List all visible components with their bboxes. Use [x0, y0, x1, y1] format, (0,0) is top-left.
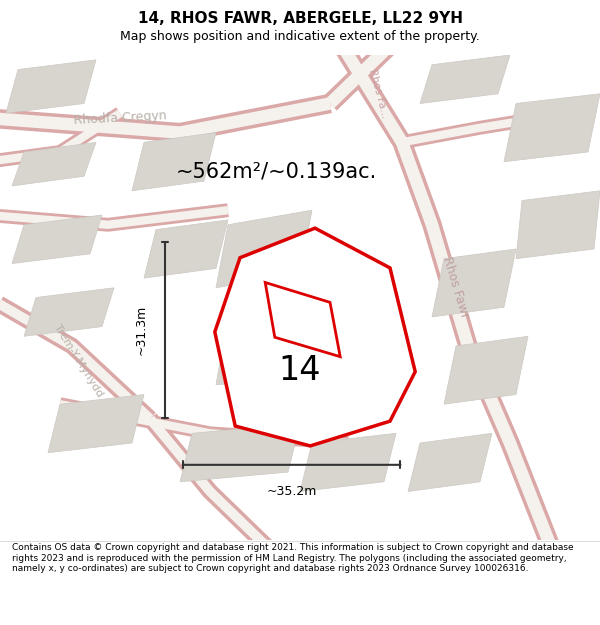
Polygon shape — [504, 94, 600, 162]
Text: Map shows position and indicative extent of the property.: Map shows position and indicative extent… — [120, 30, 480, 43]
Polygon shape — [180, 424, 300, 482]
Polygon shape — [300, 433, 396, 491]
Polygon shape — [12, 215, 102, 264]
Polygon shape — [265, 282, 340, 357]
Text: Trem-Y-Mynydd: Trem-Y-Mynydd — [52, 322, 104, 399]
Polygon shape — [48, 394, 144, 452]
Text: Contains OS data © Crown copyright and database right 2021. This information is : Contains OS data © Crown copyright and d… — [12, 543, 574, 573]
Polygon shape — [432, 249, 516, 317]
Polygon shape — [516, 191, 600, 259]
Text: 14, RHOS FAWR, ABERGELE, LL22 9YH: 14, RHOS FAWR, ABERGELE, LL22 9YH — [137, 11, 463, 26]
Text: ~31.3m: ~31.3m — [134, 305, 148, 356]
Text: Rhos Fawr: Rhos Fawr — [440, 256, 472, 320]
Polygon shape — [408, 433, 492, 491]
Polygon shape — [420, 55, 510, 104]
Text: ~35.2m: ~35.2m — [266, 485, 317, 498]
Polygon shape — [216, 308, 342, 385]
Polygon shape — [12, 142, 96, 186]
Polygon shape — [444, 336, 528, 404]
Polygon shape — [215, 228, 415, 446]
Polygon shape — [24, 288, 114, 336]
Polygon shape — [216, 210, 312, 288]
Polygon shape — [6, 60, 96, 113]
Polygon shape — [132, 132, 216, 191]
Text: ~562m²/~0.139ac.: ~562m²/~0.139ac. — [175, 162, 377, 182]
Text: Rhodfa Cregyn: Rhodfa Cregyn — [73, 109, 167, 127]
Polygon shape — [144, 220, 228, 278]
Text: Rhos Fa…: Rhos Fa… — [367, 68, 389, 119]
Text: 14: 14 — [279, 354, 321, 387]
